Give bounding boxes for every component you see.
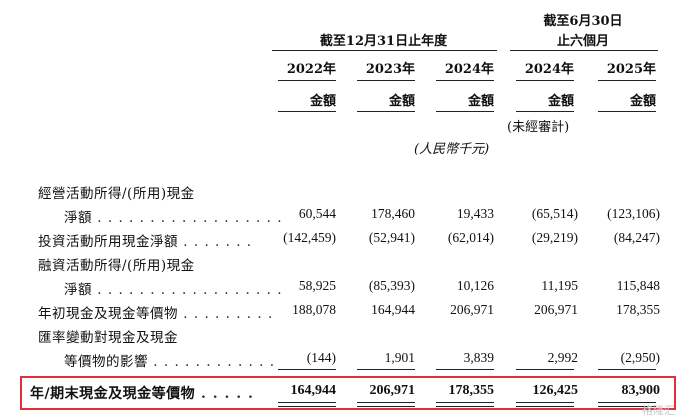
year-underline [436,80,494,81]
year-underline [598,80,656,81]
row-label: 經營活動所得/(所用)現金 [38,186,195,202]
year-header: 2023年 [365,62,415,77]
year-underline [278,80,336,81]
amount-header: 金額 [388,94,415,109]
header-divider [510,50,658,51]
table-cell: 58,925 [298,278,336,293]
amount-header: 金額 [547,94,574,109]
group2-title-line2: 止六個月 [556,34,609,49]
amount-header: 金額 [467,94,494,109]
table-cell: 10,126 [456,278,494,293]
double-underline [357,402,415,407]
year-header: 2025年 [606,62,656,77]
group2-title-line1: 截至6月30日 [543,14,623,29]
double-underline [278,402,336,407]
table-cell: 11,195 [541,278,578,293]
table-cell: (52,941) [368,230,415,245]
sum-line [598,369,656,370]
amount-underline [436,111,494,112]
table-cell: (2,950) [620,350,660,365]
total-cell: 126,425 [532,383,579,398]
row-label: 淨額 . . . . . . . . . . . . . . . . . . [64,282,283,298]
year-header: 2024年 [444,62,494,77]
table-cell: 2,992 [547,350,578,365]
total-cell: 83,900 [621,383,661,398]
table-cell: 206,971 [534,302,578,317]
table-cell: (142,459) [283,230,336,245]
row-label: 匯率變動對現金及現金 [38,330,178,346]
double-underline [436,402,494,407]
total-cell: 178,355 [448,383,495,398]
row-label: 等價物的影響 . . . . . . . . . . . . [64,354,275,370]
table-cell: (65,514) [531,206,578,221]
table-cell: 178,460 [371,206,415,221]
amount-underline [516,111,574,112]
row-label: 淨額 . . . . . . . . . . . . . . . . . . [64,210,283,226]
row-label: 投資活動所用現金淨額 . . . . . . . [38,234,253,250]
table-cell: (29,219) [531,230,578,245]
table-cell: (144) [306,350,336,365]
group1-title: 截至12月31日止年度 [319,34,448,49]
table-cell: 164,944 [371,302,415,317]
highlight-box [20,376,676,410]
table-cell: 178,355 [616,302,660,317]
year-header: 2024年 [524,62,574,77]
table-cell: 19,433 [456,206,494,221]
amount-header: 金額 [629,94,656,109]
total-cell: 164,944 [290,383,337,398]
table-cell: (62,014) [447,230,494,245]
amount-header: 金額 [309,94,336,109]
table-cell: 1,901 [384,350,415,365]
table-cell: 115,848 [616,278,660,293]
total-cell: 206,971 [369,383,416,398]
sum-line [357,369,415,370]
double-underline [516,402,574,407]
table-cell: (123,106) [607,206,660,221]
header-divider [272,50,497,51]
year-underline [357,80,415,81]
unaudited-note: (未經審計) [507,120,570,135]
row-label: 融資活動所得/(所用)現金 [38,258,195,274]
table-cell: 206,971 [450,302,494,317]
unit-note: (人民幣千元) [414,142,490,157]
table-cell: (84,247) [613,230,660,245]
year-underline [516,80,574,81]
table-cell: 188,078 [292,302,336,317]
amount-underline [357,111,415,112]
table-cell: 3,839 [463,350,494,365]
watermark: 格隆汇 [642,404,675,417]
amount-underline [598,111,656,112]
double-underline [598,402,656,407]
total-label: 年/期末現金及現金等價物 . . . . . [30,386,254,402]
sum-line [278,369,336,370]
row-label: 年初現金及現金等價物 . . . . . . . . . [38,306,274,322]
table-cell: 60,544 [298,206,336,221]
year-header: 2022年 [286,62,336,77]
sum-line [436,369,494,370]
sum-line [516,369,574,370]
amount-underline [278,111,336,112]
table-cell: (85,393) [368,278,415,293]
